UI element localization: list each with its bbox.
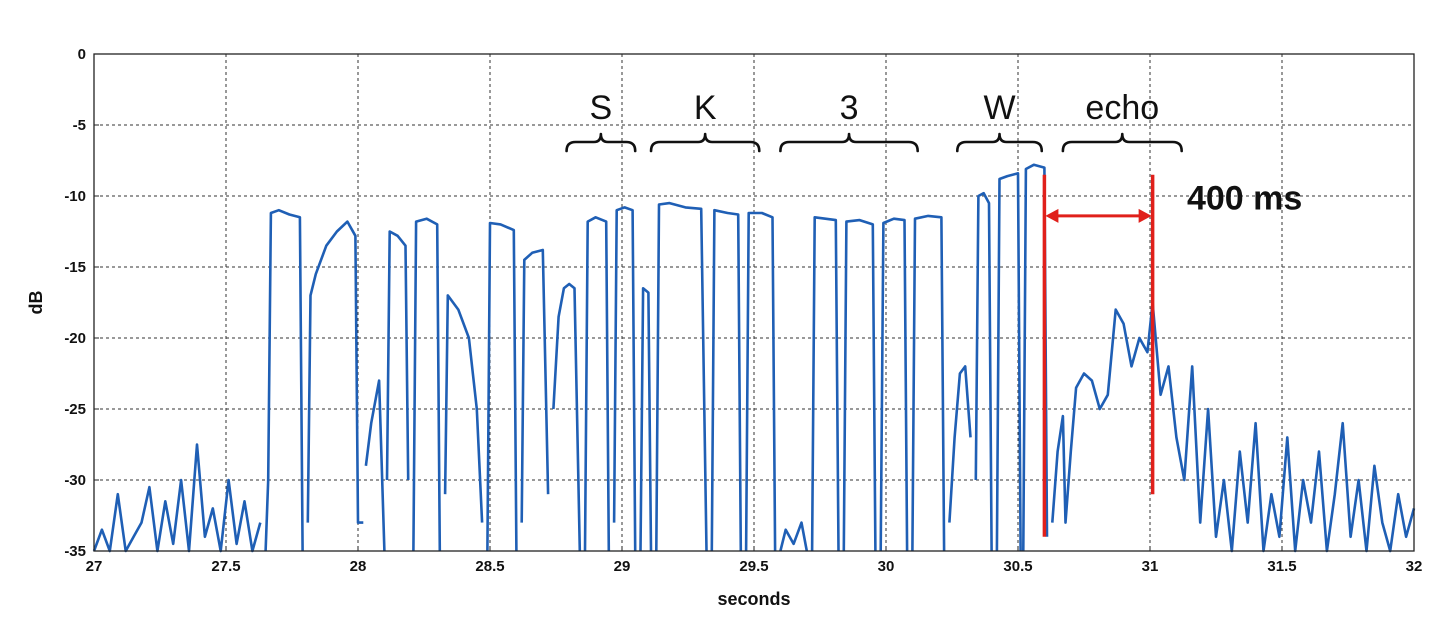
signal-segment: [364, 379, 386, 552]
x-tick-label: 31.5: [1267, 558, 1296, 575]
x-tick-label: 30.5: [1003, 558, 1032, 575]
echo-markers: [1042, 174, 1155, 537]
y-axis-label: dB: [26, 291, 46, 315]
x-tick-label: 28.5: [475, 558, 504, 575]
signal-segment: [911, 214, 946, 552]
x-tick-label: 28: [350, 558, 367, 575]
signal-segment: [385, 230, 410, 481]
signal-segment: [639, 287, 653, 552]
x-tick-label: 31: [1142, 558, 1159, 575]
x-tick-label: 29: [614, 558, 631, 575]
x-tick-label: 29.5: [739, 558, 768, 575]
signal-segment: [612, 206, 637, 552]
signal-segment: [412, 217, 442, 552]
x-tick-label: 30: [878, 558, 895, 575]
signal-segment: [995, 172, 1022, 552]
y-tick-label: -10: [64, 188, 86, 205]
signal-segment: [552, 282, 582, 552]
segment-brace: [1061, 132, 1183, 153]
signal-segment: [655, 201, 708, 552]
y-tick-label: -25: [64, 401, 86, 418]
segment-brace: [649, 132, 761, 153]
signal-segment: [520, 248, 550, 523]
y-tick-label: -30: [64, 472, 86, 489]
x-tick-label: 32: [1406, 558, 1423, 575]
signal-segment: [842, 218, 877, 552]
signal-segment: [1051, 301, 1416, 553]
delay-arrow-head-right: [1138, 208, 1152, 223]
segment-label: 3: [840, 89, 859, 127]
delay-arrow-head-left: [1045, 208, 1059, 223]
signal-segment: [744, 211, 777, 552]
x-tick-label: 27: [86, 558, 103, 575]
segment-brace: [779, 132, 919, 153]
signal-segment: [92, 443, 262, 553]
signal-segment: [948, 365, 972, 523]
y-axis-ticks: 0 -5 -10 -15 -20 -25 -30 -35: [64, 46, 99, 560]
x-axis-label: seconds: [717, 589, 790, 609]
segment-brace: [565, 132, 637, 153]
signal-segment: [810, 216, 840, 552]
signal-segment: [264, 208, 304, 552]
signal-segment: [779, 521, 809, 552]
segment-label: S: [590, 89, 613, 127]
x-tick-label: 27.5: [211, 558, 240, 575]
signal-segment: [306, 220, 364, 524]
delay-annotation: 400 ms: [1187, 179, 1302, 217]
y-tick-label: 0: [78, 46, 86, 63]
grid-lines: [94, 54, 1414, 551]
segment-brace: [955, 132, 1044, 153]
signal-segment: [486, 221, 518, 552]
signal-segment: [583, 216, 611, 552]
segment-label: K: [694, 89, 717, 127]
y-tick-label: -20: [64, 330, 86, 347]
signal-segment: [879, 217, 909, 552]
signal-segment: [443, 294, 484, 523]
signal-segment: [974, 191, 993, 552]
segment-label: echo: [1085, 89, 1159, 127]
y-tick-label: -15: [64, 259, 86, 276]
signal-segment: [710, 208, 743, 552]
y-tick-label: -5: [73, 117, 86, 134]
signal-series: [92, 163, 1416, 553]
segment-label: W: [983, 89, 1015, 127]
y-tick-label: -35: [64, 543, 86, 560]
x-axis-ticks: 27 27.5 28 28.5 29 29.5 30 30.5 31 31.5 32: [86, 546, 1423, 575]
